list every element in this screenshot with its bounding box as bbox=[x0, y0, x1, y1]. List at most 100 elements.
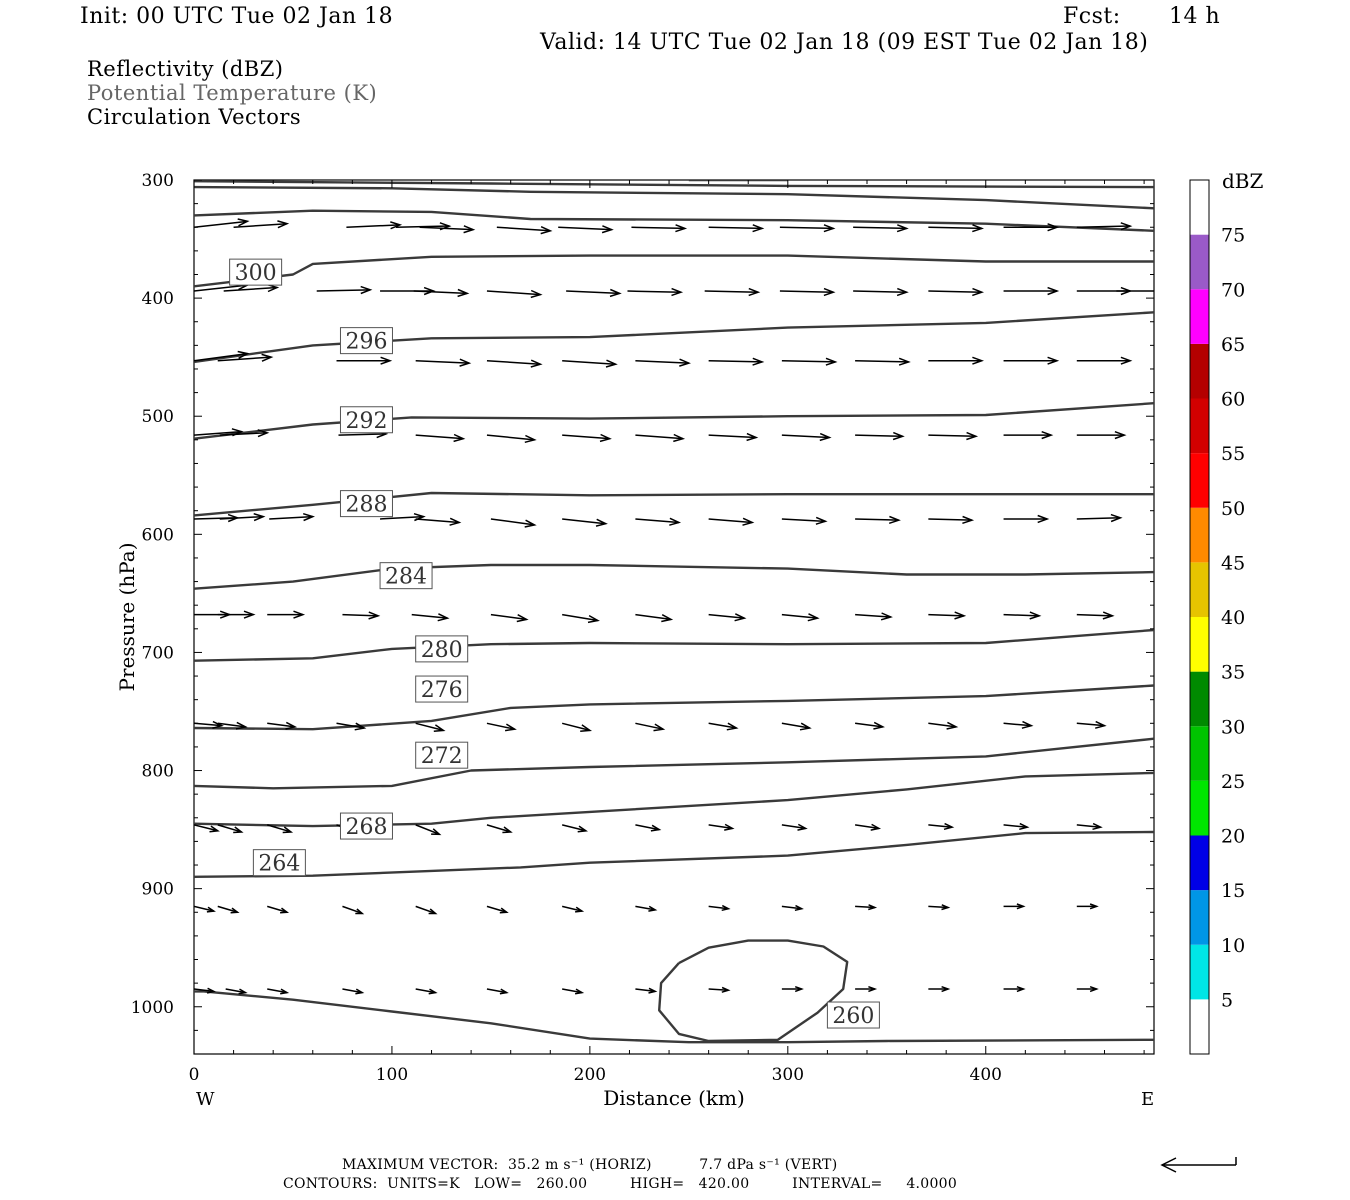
colorbar-segment bbox=[1190, 507, 1209, 563]
circulation-vector bbox=[627, 287, 684, 297]
circulation-vector bbox=[928, 356, 985, 365]
circulation-vector bbox=[635, 824, 662, 832]
circulation-vector bbox=[558, 225, 614, 234]
circulation-vector bbox=[1003, 985, 1026, 993]
circulation-vector bbox=[194, 218, 250, 228]
colorbar-label: 30 bbox=[1221, 716, 1245, 738]
circulation-vector bbox=[635, 517, 682, 526]
forecast-hour: 14 h bbox=[1169, 4, 1221, 29]
circulation-vector bbox=[415, 905, 438, 915]
circulation-vector bbox=[217, 824, 244, 834]
init-time: Init: 00 UTC Tue 02 Jan 18 bbox=[80, 4, 394, 29]
colorbar-frame bbox=[1189, 179, 1210, 1055]
colorbar-segment bbox=[1190, 835, 1209, 891]
contour-line-260 bbox=[194, 990, 1154, 1044]
circulation-vector bbox=[336, 722, 367, 731]
circulation-vector bbox=[635, 905, 658, 912]
colorbar-segment bbox=[1190, 726, 1209, 781]
circulation-vector bbox=[194, 824, 220, 833]
circulation-vector bbox=[635, 358, 691, 367]
circulation-vector bbox=[486, 434, 537, 444]
footer-contours: CONTOURS: UNITS=K LOW= 260.00 HIGH= 420.… bbox=[283, 1176, 958, 1192]
contour-line-284 bbox=[194, 563, 1154, 590]
circulation-vector bbox=[217, 353, 274, 362]
colorbar-label: 35 bbox=[1221, 662, 1245, 684]
colorbar-segment bbox=[1190, 453, 1209, 508]
circulation-vector bbox=[415, 433, 466, 443]
circulation-vector bbox=[217, 610, 256, 619]
circulation-vector bbox=[853, 287, 909, 297]
y-tick-label: 800 bbox=[142, 762, 174, 782]
contour-label-box-296 bbox=[339, 327, 393, 355]
contour-line-292 bbox=[194, 402, 1154, 440]
colorbar-segment bbox=[1190, 999, 1209, 1054]
contour-layer bbox=[194, 180, 1154, 1044]
contour-line-300 bbox=[194, 254, 1154, 288]
circulation-vector bbox=[217, 905, 240, 914]
circulation-vector bbox=[1003, 903, 1026, 910]
colorbar-label: 10 bbox=[1221, 935, 1245, 957]
circulation-vector bbox=[1116, 290, 1154, 292]
circulation-vector bbox=[855, 721, 885, 730]
circulation-vector bbox=[411, 613, 450, 622]
circulation-vector bbox=[562, 988, 585, 995]
circulation-vector bbox=[233, 220, 290, 229]
circulation-vector bbox=[855, 823, 882, 831]
circulation-vector bbox=[342, 611, 381, 620]
circulation-vector bbox=[267, 824, 294, 834]
circulation-vector bbox=[855, 612, 893, 621]
circulation-vector bbox=[708, 904, 731, 912]
circulation-vector bbox=[928, 822, 955, 831]
circulation-vector bbox=[855, 515, 901, 525]
circulation-vector bbox=[413, 288, 470, 298]
x-axis-label: Distance (km) bbox=[603, 1086, 745, 1110]
circulation-vector bbox=[1076, 903, 1099, 910]
circulation-vector bbox=[562, 518, 608, 527]
colorbar-segment bbox=[1190, 289, 1209, 344]
colorbar-segment bbox=[1190, 890, 1209, 945]
contour-label-300: 300 bbox=[235, 261, 277, 286]
contour-line-304 bbox=[194, 209, 1154, 232]
contour-label-280: 280 bbox=[421, 638, 463, 663]
x-tick-label: 400 bbox=[970, 1065, 1002, 1085]
circulation-vector bbox=[1076, 611, 1115, 620]
contour-label-276: 276 bbox=[421, 678, 463, 703]
contour-line-308 bbox=[194, 185, 1154, 210]
contour-line-276 bbox=[194, 684, 1154, 731]
contour-line-272 bbox=[194, 737, 1154, 790]
circulation-vector bbox=[490, 613, 529, 623]
circulation-vector bbox=[194, 987, 216, 994]
contour-label-box-264 bbox=[252, 849, 306, 877]
circulation-vector bbox=[708, 432, 759, 442]
circulation-vector bbox=[853, 224, 909, 233]
y-tick-label: 300 bbox=[142, 171, 174, 191]
x-end-label-west: W bbox=[196, 1089, 215, 1110]
circulation-vector bbox=[779, 224, 836, 233]
circulation-vector bbox=[486, 722, 517, 732]
circulation-vector bbox=[561, 905, 585, 913]
x-end-label-east: E bbox=[1141, 1089, 1154, 1110]
contour-label-272: 272 bbox=[421, 744, 463, 769]
y-tick-label: 1000 bbox=[131, 998, 174, 1018]
colorbar-label: 20 bbox=[1221, 826, 1245, 848]
circulation-vector bbox=[781, 516, 828, 525]
colorbar-label: 70 bbox=[1221, 279, 1245, 301]
colorbar-segment bbox=[1190, 234, 1209, 290]
circulation-vector bbox=[561, 722, 593, 733]
contour-line-260 bbox=[658, 939, 849, 1043]
circulation-vector bbox=[708, 986, 731, 993]
colorbar-segment bbox=[1190, 617, 1209, 672]
circulation-vector bbox=[781, 357, 838, 366]
colorbar-segment bbox=[1190, 562, 1209, 617]
circulation-vector bbox=[1076, 513, 1123, 523]
colorbar-label: 65 bbox=[1221, 334, 1245, 356]
circulation-vector bbox=[781, 722, 812, 731]
circulation-vector bbox=[490, 518, 537, 528]
circulation-vector bbox=[415, 358, 472, 367]
circulation-vector bbox=[779, 287, 836, 297]
contour-line-312 bbox=[194, 180, 1154, 189]
y-tick-label: 900 bbox=[142, 880, 174, 900]
axes-layer: 300 400 500 600 700 800 900 1000 0 100 200 300 400 bbox=[131, 171, 1154, 1085]
legend-potential-temperature: Potential Temperature (K) bbox=[87, 81, 378, 105]
